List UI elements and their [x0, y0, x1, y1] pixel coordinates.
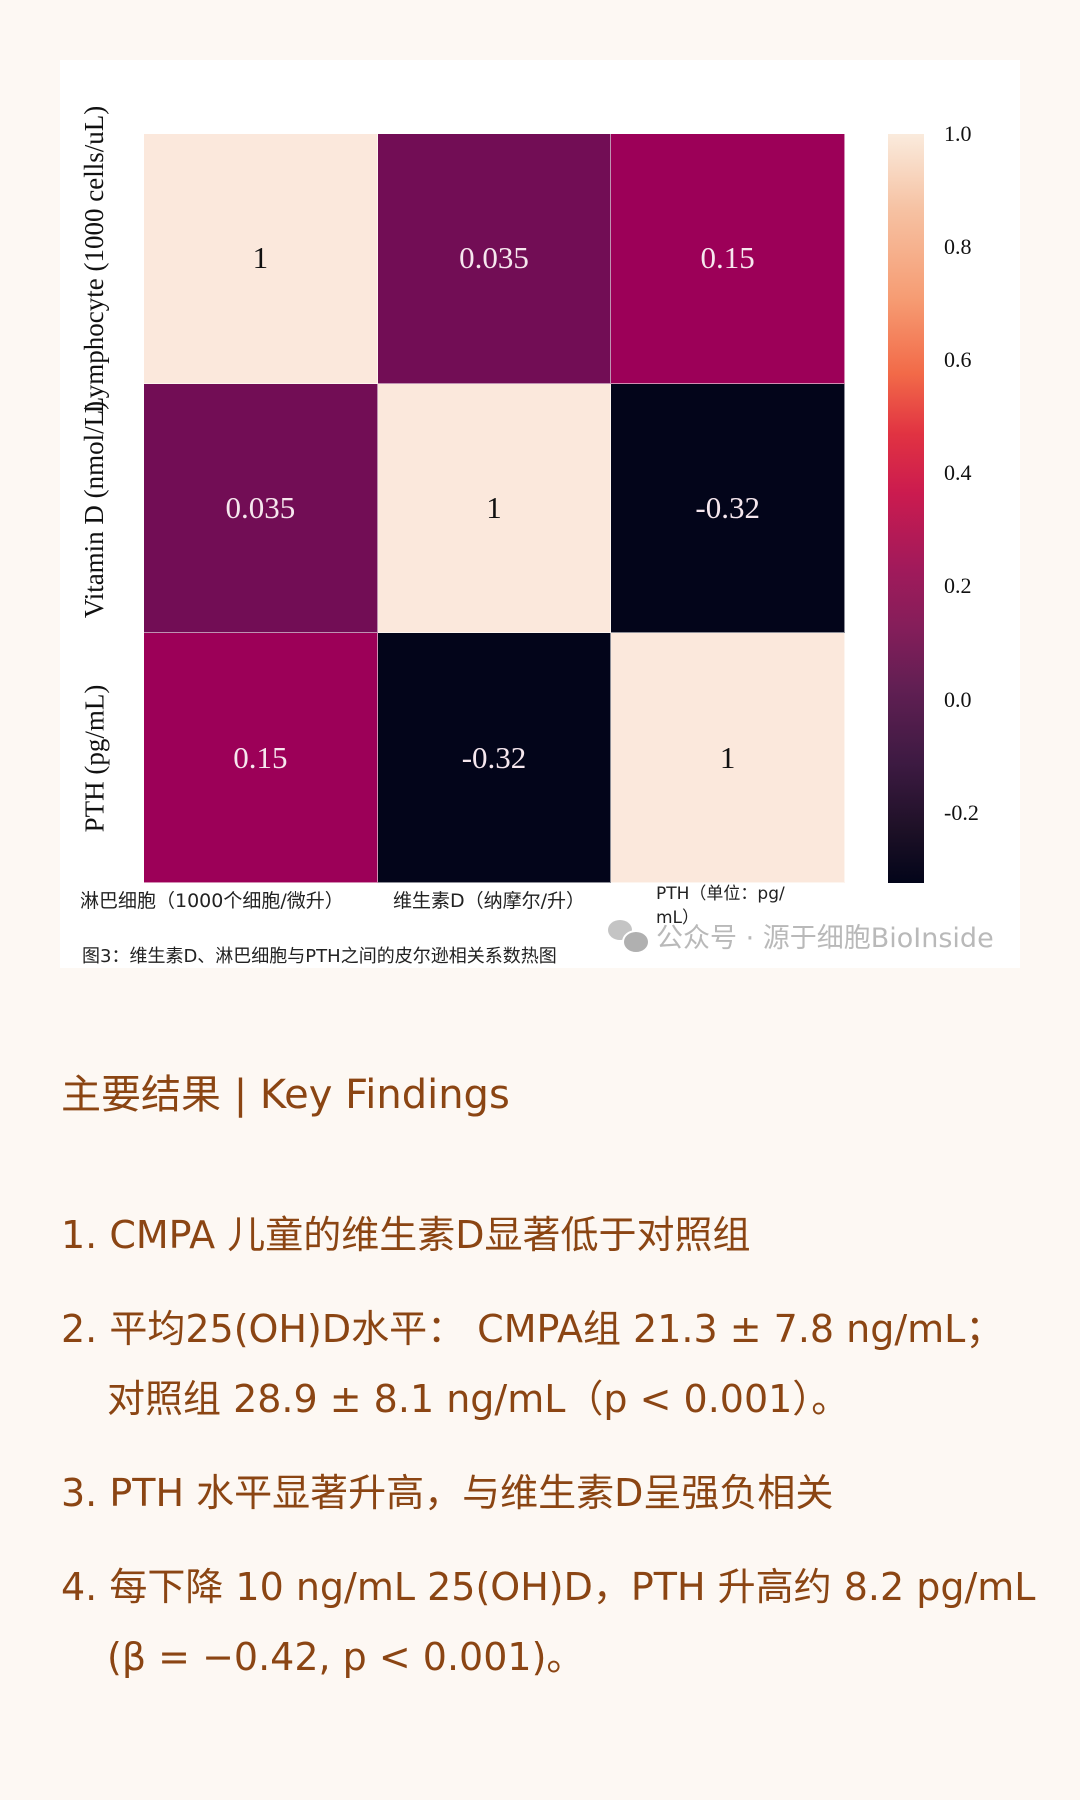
y-label-text: PTH (pg/mL): [79, 684, 110, 833]
finding-item: 3. PTH 水平显著升高，与维生素D呈强负相关: [61, 1471, 834, 1515]
heatmap-figure: Lymphocyte (1000 cells/uL) Vitamin D (nm…: [60, 60, 1020, 968]
section-heading: 主要结果 | Key Findings: [61, 1072, 510, 1118]
x-label-pth: PTH（单位：pg/ mL）: [656, 882, 785, 930]
y-label-lymphocyte: Lymphocyte (1000 cells/uL): [60, 105, 130, 412]
figure-caption: 图3：维生素D、淋巴细胞与PTH之间的皮尔逊相关系数热图: [82, 946, 557, 967]
colorbar-tick: 1.0: [944, 121, 972, 146]
heatmap-cell-r1c3: 0.15: [611, 134, 845, 384]
x-label-vitamin-d: 维生素D（纳摩尔/升）: [393, 890, 586, 912]
y-label-vitamin-d: Vitamin D (nmol/L): [60, 384, 130, 634]
heatmap-cell-r3c1: 0.15: [144, 633, 378, 883]
colorbar-tick: 0.0: [944, 687, 972, 712]
wechat-icon: [608, 919, 650, 954]
colorbar-tick: 0.2: [944, 573, 972, 598]
y-label-text: Vitamin D (nmol/L): [79, 400, 110, 618]
colorbar-tick: 0.6: [944, 347, 972, 372]
x-label-lymphocyte: 淋巴细胞（1000个细胞/微升）: [80, 890, 344, 912]
y-label-pth: PTH (pg/mL): [60, 634, 130, 883]
watermark: 公众号 · 源于细胞BioInside: [608, 916, 994, 955]
finding-item: 1. CMPA 儿童的维生素D显著低于对照组: [61, 1213, 751, 1257]
colorbar-tick: -0.2: [944, 800, 979, 825]
heatmap-cell-r3c3: 1: [611, 633, 845, 883]
colorbar: [888, 134, 924, 883]
y-label-text: Lymphocyte (1000 cells/uL): [79, 105, 110, 413]
heatmap-cell-r2c1: 0.035: [144, 383, 378, 634]
finding-item: 4. 每下降 10 ng/mL 25(OH)D，PTH 升高约 8.2 pg/m…: [61, 1565, 1036, 1679]
colorbar-tick: 0.4: [944, 460, 972, 485]
watermark-text: 公众号 · 源于细胞BioInside: [656, 923, 994, 954]
colorbar-tick: 0.8: [944, 234, 972, 259]
heatmap-cell-r2c3: -0.32: [611, 383, 845, 634]
correlation-heatmap: 1 0.035 0.15 0.035 1 -0.32 0.15 -0.32 1: [144, 134, 845, 883]
heatmap-cell-r1c2: 0.035: [377, 134, 612, 384]
heatmap-cell-r1c1: 1: [144, 134, 378, 384]
heatmap-cell-r3c2: -0.32: [377, 633, 612, 883]
heatmap-cell-r2c2: 1: [377, 383, 612, 634]
x-label-pth-line1: PTH（单位：pg/: [656, 884, 785, 904]
finding-item: 2. 平均25(OH)D水平： CMPA组 21.3 ± 7.8 ng/mL；对…: [61, 1307, 1004, 1421]
key-findings-list: 1. CMPA 儿童的维生素D显著低于对照组 2. 平均25(OH)D水平： C…: [61, 1200, 1041, 1716]
x-label-pth-line2: mL）: [656, 908, 700, 928]
